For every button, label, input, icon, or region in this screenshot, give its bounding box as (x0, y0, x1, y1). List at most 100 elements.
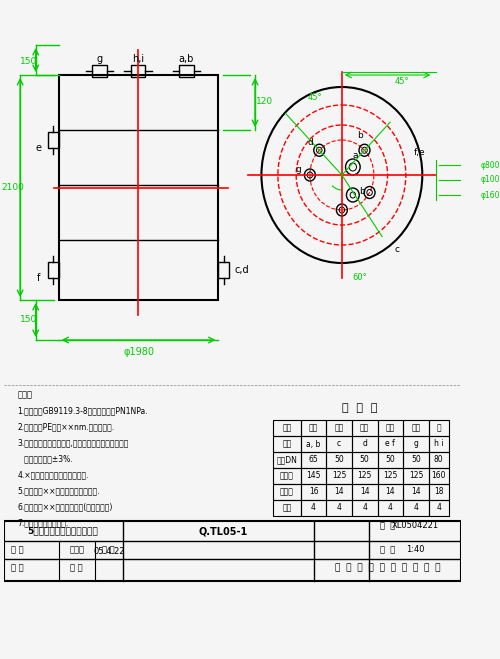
Text: 相排: 相排 (334, 424, 344, 432)
Text: 160: 160 (432, 471, 446, 480)
Text: g: g (414, 440, 418, 449)
Bar (48, 262, 58, 278)
Bar (378, 500, 403, 516)
Text: 50: 50 (360, 455, 370, 465)
Text: f: f (36, 273, 40, 283)
Text: 125: 125 (383, 471, 398, 480)
Bar (326, 468, 352, 484)
Text: 校师中: 校师中 (70, 546, 84, 554)
Bar (378, 484, 403, 500)
Text: 50: 50 (386, 455, 395, 465)
Bar (326, 500, 352, 516)
Bar (428, 468, 449, 484)
Text: 数料: 数料 (309, 424, 318, 432)
Text: 制 图: 制 图 (11, 546, 24, 554)
Bar (326, 436, 352, 452)
Text: 尺寸允许误差±3%.: 尺寸允许误差±3%. (18, 455, 73, 463)
Text: 4: 4 (336, 503, 342, 513)
Text: e f: e f (386, 440, 395, 449)
Text: 数量: 数量 (282, 503, 292, 513)
Text: 3.液罐产品在生产检测后,请检查本尺寸若有此毫差范: 3.液罐产品在生产检测后,请检查本尺寸若有此毫差范 (18, 438, 129, 447)
Bar (300, 468, 326, 484)
Bar (428, 484, 449, 500)
Text: 14: 14 (334, 488, 344, 496)
Bar (352, 468, 378, 484)
Bar (378, 420, 403, 436)
Bar (403, 484, 428, 500)
Text: φ1600: φ1600 (480, 190, 500, 200)
Bar (378, 436, 403, 452)
Text: 数将: 数将 (360, 424, 370, 432)
Bar (274, 484, 300, 500)
Text: 符号: 符号 (282, 424, 292, 432)
Text: 14: 14 (411, 488, 420, 496)
Text: 65: 65 (308, 455, 318, 465)
Text: 80: 80 (434, 455, 444, 465)
Bar (274, 420, 300, 436)
Text: 1:40: 1:40 (406, 546, 424, 554)
Bar (218, 262, 230, 278)
Bar (352, 452, 378, 468)
Text: c: c (337, 440, 341, 449)
Bar (58, 75, 218, 300)
Bar (48, 132, 58, 148)
Text: 料: 料 (436, 424, 441, 432)
Text: 18: 18 (434, 488, 444, 496)
Text: 45°: 45° (307, 92, 322, 101)
Text: 125: 125 (358, 471, 372, 480)
Text: 60°: 60° (353, 273, 368, 283)
Text: φ800: φ800 (481, 161, 500, 169)
Text: a,b: a,b (179, 54, 194, 64)
Text: 4: 4 (436, 503, 441, 513)
Bar (428, 436, 449, 452)
Text: g: g (96, 54, 102, 64)
Text: d: d (362, 440, 367, 449)
Bar (403, 452, 428, 468)
Text: 145: 145 (306, 471, 321, 480)
Text: 14: 14 (386, 488, 395, 496)
Bar (428, 452, 449, 468)
Text: 比  例: 比 例 (380, 546, 395, 554)
Text: 4.×食为上罐清和查环境填设计.: 4.×食为上罐清和查环境填设计. (18, 471, 89, 480)
Text: g: g (295, 165, 301, 175)
Text: 日 量: 日 量 (102, 546, 115, 554)
Bar (92, 65, 107, 77)
Bar (179, 65, 194, 77)
Text: 5.罐体表卤××选平竖理系比市氯管.: 5.罐体表卤××选平竖理系比市氯管. (18, 486, 100, 496)
Bar (274, 468, 300, 484)
Text: 14: 14 (360, 488, 370, 496)
Bar (326, 484, 352, 500)
Text: 125: 125 (408, 471, 423, 480)
Bar (300, 452, 326, 468)
Text: 50: 50 (411, 455, 421, 465)
Bar (378, 452, 403, 468)
Bar (300, 484, 326, 500)
Bar (300, 420, 326, 436)
Text: 4: 4 (388, 503, 392, 513)
Text: a: a (353, 150, 358, 159)
Text: 管排压: 管排压 (280, 488, 294, 496)
Text: 直位: 直位 (386, 424, 395, 432)
Text: 6.上罐法兰××方手工焊接送(详细具体置): 6.上罐法兰××方手工焊接送(详细具体置) (18, 503, 113, 511)
Bar (300, 500, 326, 516)
Bar (352, 420, 378, 436)
Text: 150: 150 (20, 316, 37, 324)
Text: 05.4.22: 05.4.22 (93, 546, 124, 556)
Text: 表径DN: 表径DN (276, 455, 297, 465)
Text: e: e (36, 143, 42, 153)
Bar (403, 420, 428, 436)
Text: Q.TL05-1: Q.TL05-1 (198, 526, 248, 536)
Text: 排排: 排排 (412, 424, 420, 432)
Text: 压力压: 压力压 (280, 471, 294, 480)
Text: c,d: c,d (234, 265, 248, 275)
Text: b: b (359, 188, 365, 196)
Bar (403, 468, 428, 484)
Text: 50: 50 (334, 455, 344, 465)
Bar (326, 420, 352, 436)
Text: h,i: h,i (132, 54, 144, 64)
Text: 无  锡  新  光  科  技  有  限  公  司: 无 锡 新 光 科 技 有 限 公 司 (335, 563, 440, 573)
Text: 4: 4 (414, 503, 418, 513)
Bar (326, 452, 352, 468)
Text: 7.使用环境冷管量差止.: 7.使用环境冷管量差止. (18, 519, 68, 527)
Text: 管  口  表: 管 口 表 (342, 403, 378, 413)
